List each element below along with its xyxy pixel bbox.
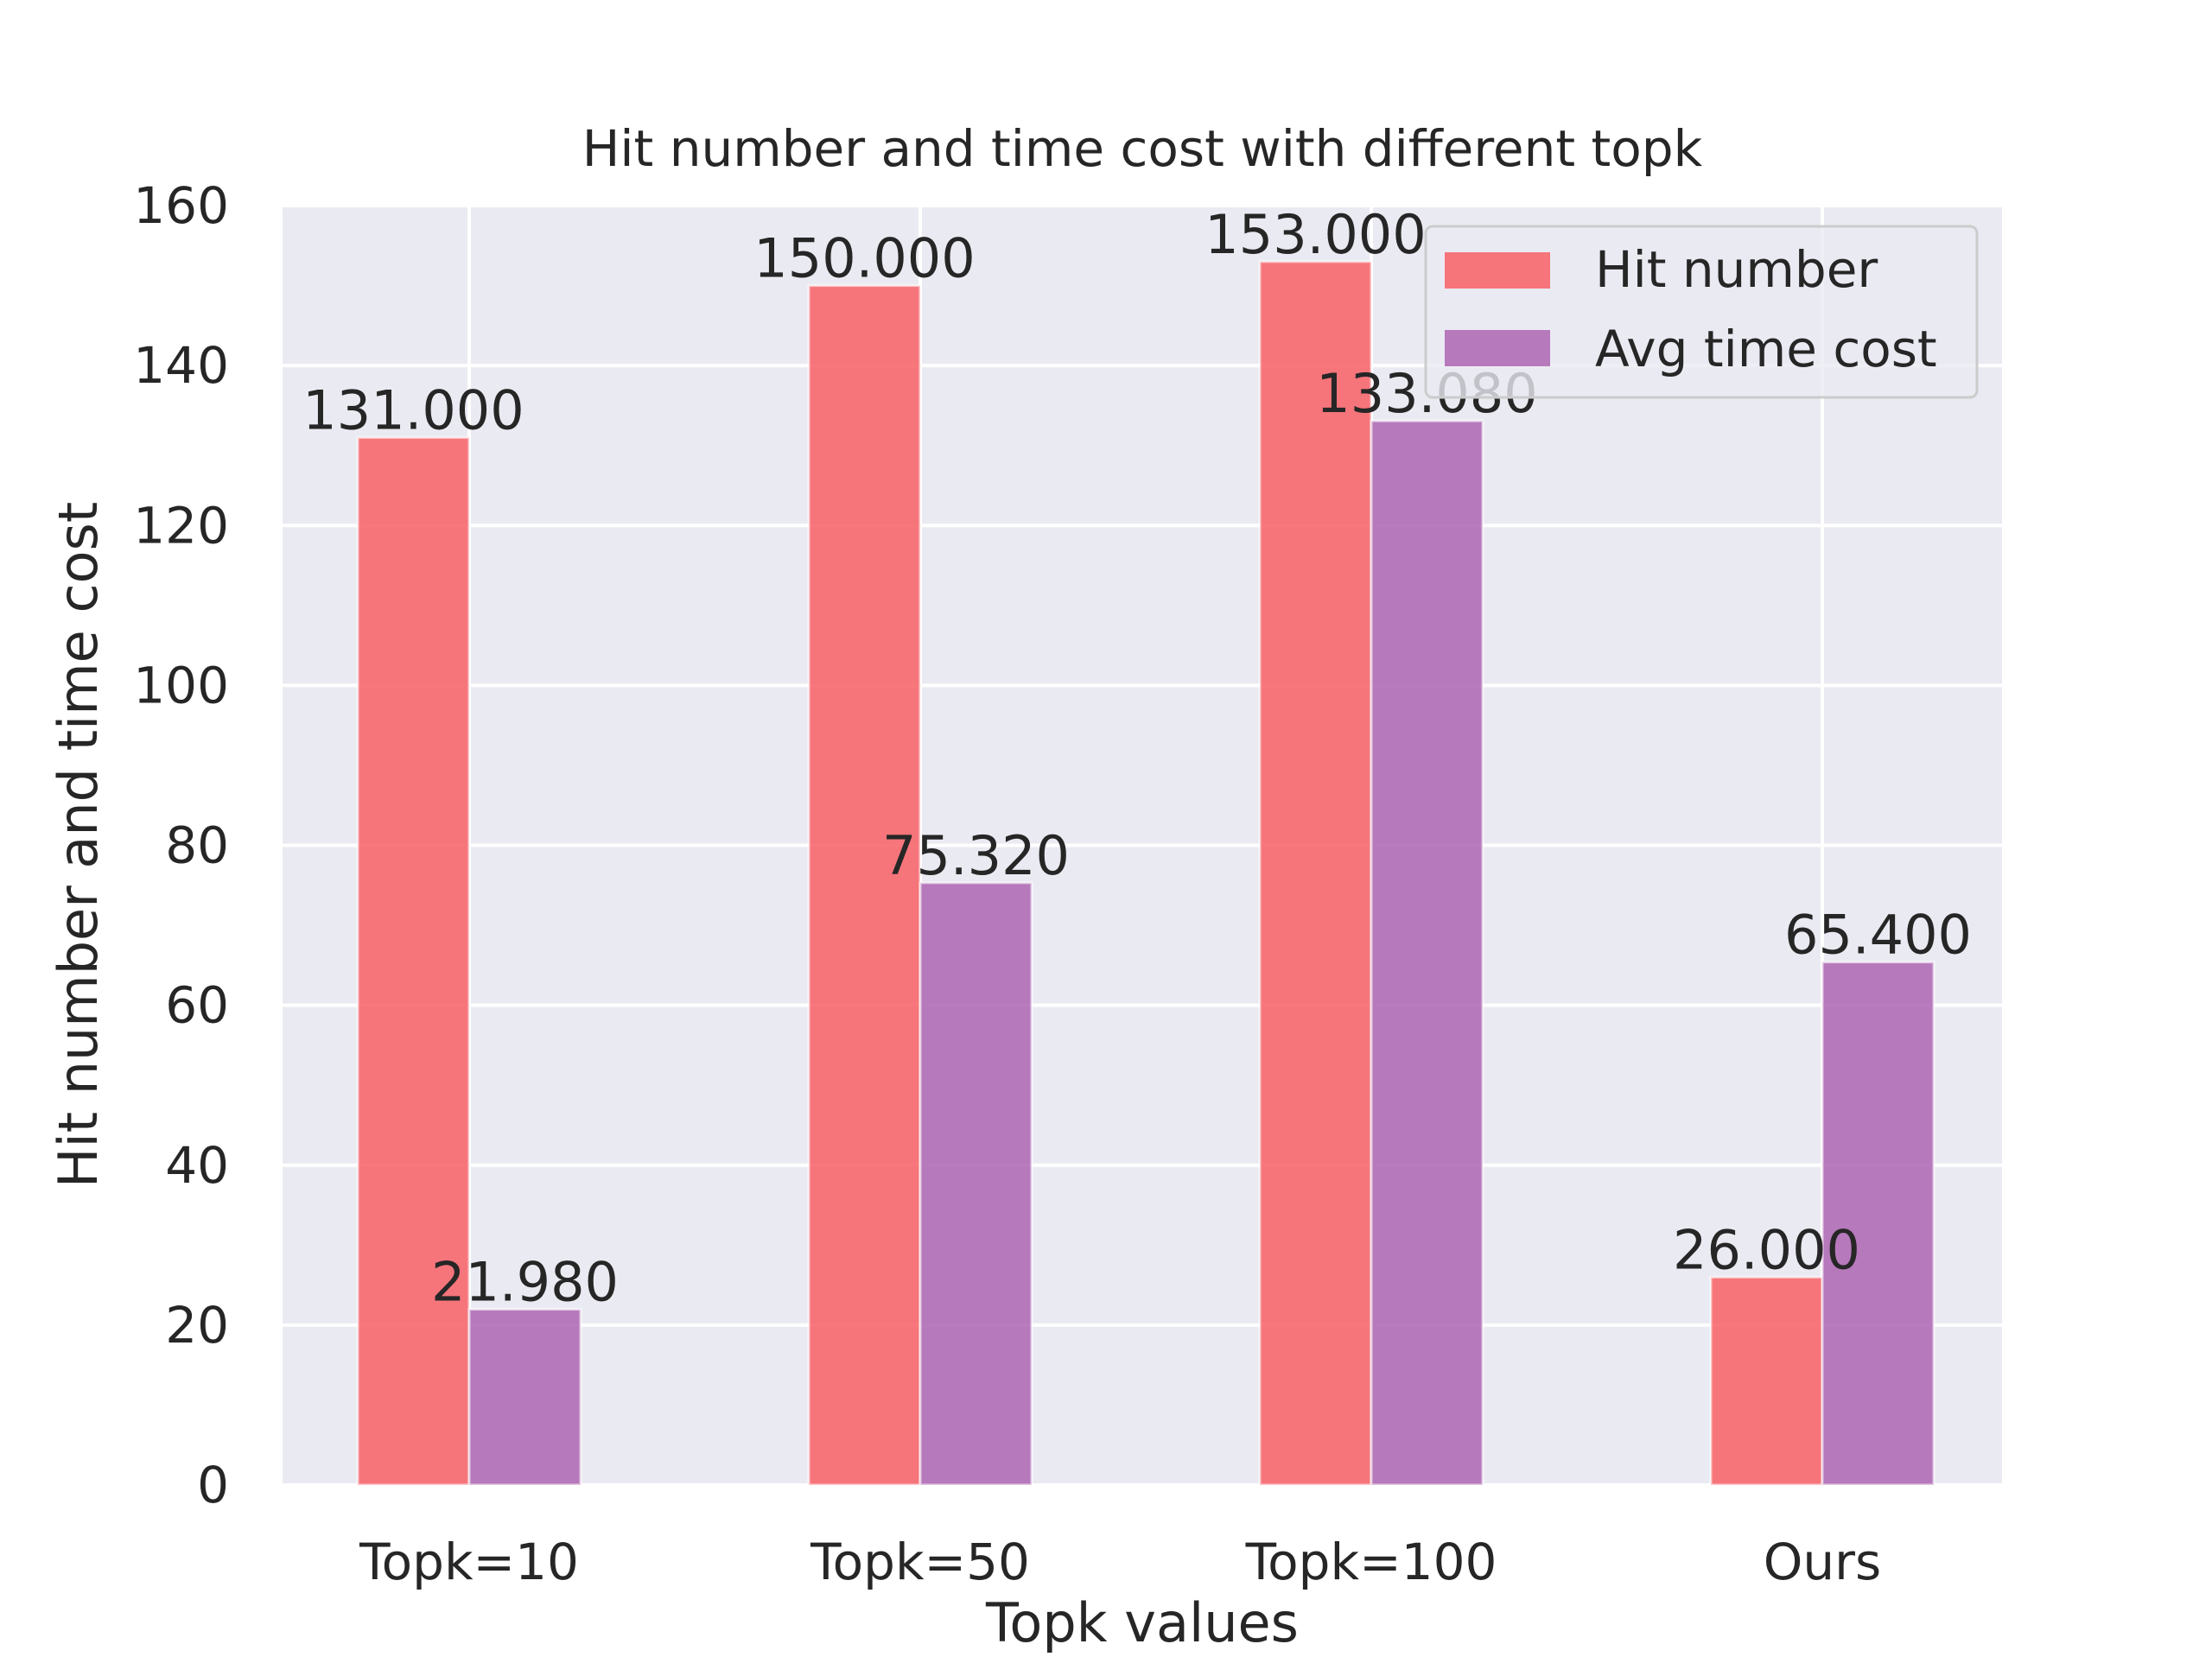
bar xyxy=(918,881,1033,1487)
bar-value-label: 150.000 xyxy=(753,227,975,290)
y-tick-label: 100 xyxy=(133,656,229,714)
y-tick-label: 140 xyxy=(133,336,229,395)
bar xyxy=(807,284,922,1487)
y-tick-label: 60 xyxy=(165,976,229,1035)
y-tick-label: 40 xyxy=(165,1136,229,1195)
bar-value-label: 21.980 xyxy=(431,1251,619,1314)
bar-value-label: 26.000 xyxy=(1673,1218,1860,1281)
legend-label-avg-time-cost: Avg time cost xyxy=(1595,320,1937,378)
bar-value-label: 153.000 xyxy=(1205,203,1426,266)
x-axis-label: Topk values xyxy=(985,1591,1299,1654)
x-tick-labels: Topk=10 Topk=50 Topk=100 Ours xyxy=(359,1533,1881,1591)
chart-title: Hit number and time cost with different … xyxy=(582,119,1703,178)
legend-swatch-avg-time-cost xyxy=(1445,330,1550,366)
y-tick-label: 80 xyxy=(165,816,229,875)
bar xyxy=(467,1308,582,1487)
legend-box xyxy=(1424,225,1979,399)
bar-value-label: 65.400 xyxy=(1784,904,1972,967)
bars xyxy=(356,260,1936,1487)
bar-value-label: 75.320 xyxy=(882,824,1070,887)
bar xyxy=(1821,961,1936,1487)
bar-value-label: 131.000 xyxy=(302,378,524,441)
y-tick-label: 0 xyxy=(197,1456,229,1514)
y-axis-label: Hit number and time cost xyxy=(47,502,110,1188)
bar xyxy=(356,435,471,1487)
legend: Hit number Avg time cost xyxy=(1424,225,1979,399)
y-tick-label: 160 xyxy=(133,176,229,235)
x-tick-label: Topk=10 xyxy=(359,1533,579,1591)
legend-swatch-hit-number xyxy=(1445,252,1550,289)
bar xyxy=(1258,260,1373,1487)
y-tick-labels: 0 20 40 60 80 100 120 140 160 xyxy=(133,176,229,1514)
bar xyxy=(1709,1275,1824,1487)
y-tick-label: 20 xyxy=(165,1296,229,1355)
x-tick-label: Ours xyxy=(1764,1533,1881,1591)
legend-label-hit-number: Hit number xyxy=(1595,240,1878,299)
bar xyxy=(1370,419,1484,1487)
x-tick-label: Topk=100 xyxy=(1245,1533,1497,1591)
y-tick-label: 120 xyxy=(133,496,229,555)
x-tick-label: Topk=50 xyxy=(810,1533,1030,1591)
